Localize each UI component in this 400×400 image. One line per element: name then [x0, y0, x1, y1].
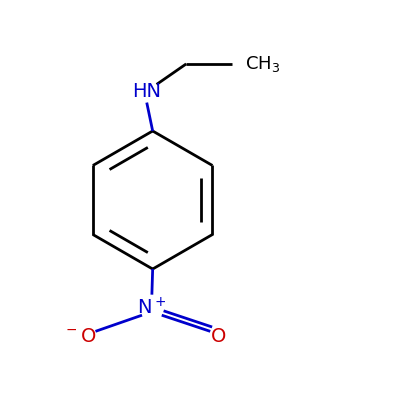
Text: O: O	[211, 326, 227, 346]
Text: CH$_3$: CH$_3$	[245, 54, 280, 74]
Text: HN: HN	[132, 82, 161, 101]
Text: N$^+$: N$^+$	[137, 297, 166, 318]
Text: $^-$O: $^-$O	[63, 326, 96, 346]
